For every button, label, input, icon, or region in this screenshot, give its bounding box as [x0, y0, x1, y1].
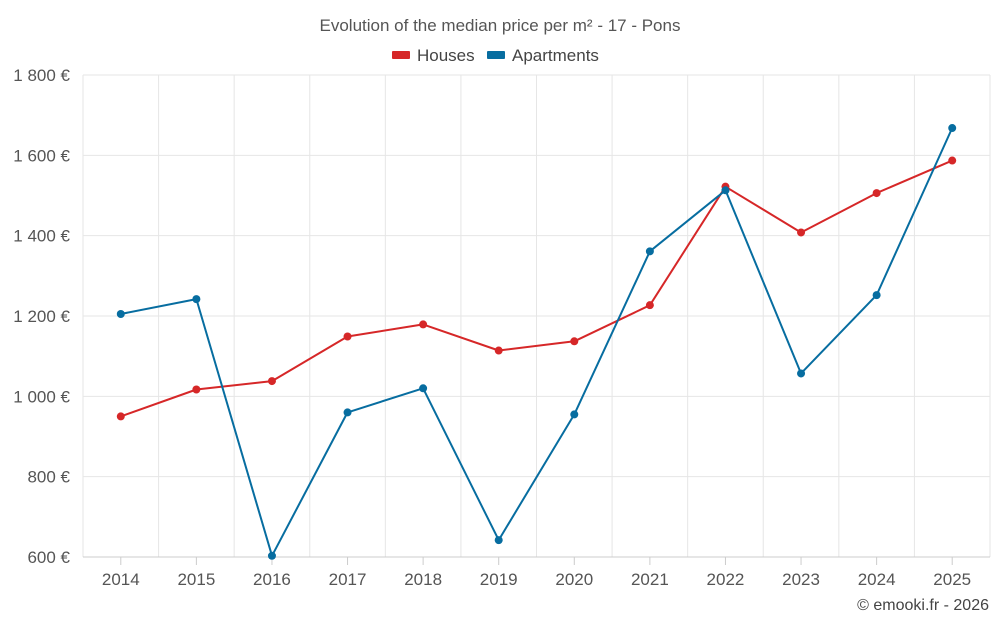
apartments-point	[645, 247, 654, 256]
legend: Houses Apartments	[392, 46, 599, 65]
x-tick-label: 2020	[555, 570, 593, 589]
x-tick-label: 2017	[329, 570, 367, 589]
legend-label-apartments[interactable]: Apartments	[512, 46, 599, 65]
x-tick-label: 2025	[933, 570, 971, 589]
houses-point	[645, 301, 654, 310]
x-tick-label: 2016	[253, 570, 291, 589]
apartments-point	[721, 186, 730, 195]
x-tick-label: 2022	[707, 570, 745, 589]
apartments-point	[948, 124, 957, 133]
credit-text: © emooki.fr - 2026	[857, 597, 989, 614]
y-tick-label: 1 000 €	[13, 387, 70, 406]
y-tick-label: 800 €	[27, 468, 70, 487]
houses-point	[494, 346, 503, 355]
y-tick-label: 600 €	[27, 548, 70, 567]
y-tick-label: 1 800 €	[13, 66, 70, 85]
x-tick-label: 2014	[102, 570, 140, 589]
apartments-point	[570, 410, 579, 419]
apartments-point	[872, 291, 881, 300]
legend-label-houses[interactable]: Houses	[417, 46, 475, 65]
x-tick-label: 2015	[177, 570, 215, 589]
houses-point	[872, 189, 881, 198]
x-tick-label: 2024	[858, 570, 896, 589]
apartments-line	[120, 127, 954, 557]
legend-swatch-apartments[interactable]	[487, 51, 505, 59]
apartments-point	[343, 408, 352, 417]
y-tick-label: 1 600 €	[13, 146, 70, 165]
houses-point	[116, 412, 125, 421]
grid	[82, 74, 991, 557]
legend-swatch-houses[interactable]	[392, 51, 410, 59]
series-layer	[116, 124, 957, 560]
chart-title: Evolution of the median price per m² - 1…	[320, 16, 681, 35]
x-tick-label: 2021	[631, 570, 669, 589]
axes: 600 € 800 € 1 000 € 1 200 € 1 400 € 1 600 € 1 …	[13, 66, 990, 589]
apartments-point	[192, 295, 201, 304]
houses-point	[797, 228, 806, 237]
x-tick-label: 2018	[404, 570, 442, 589]
apartments-point	[116, 309, 125, 318]
houses-point	[192, 385, 201, 394]
apartments-point	[494, 536, 503, 545]
apartments-point	[267, 551, 276, 560]
houses-point	[267, 377, 276, 386]
apartments-point	[797, 369, 806, 378]
apartments-point	[419, 384, 428, 393]
houses-point	[343, 332, 352, 341]
houses-point	[570, 337, 579, 346]
houses-point	[948, 156, 957, 165]
x-tick-label: 2019	[480, 570, 518, 589]
x-tick-label: 2023	[782, 570, 820, 589]
houses-point	[419, 320, 428, 329]
y-tick-label: 1 400 €	[13, 227, 70, 246]
y-tick-label: 1 200 €	[13, 307, 70, 326]
houses-line	[120, 159, 953, 418]
